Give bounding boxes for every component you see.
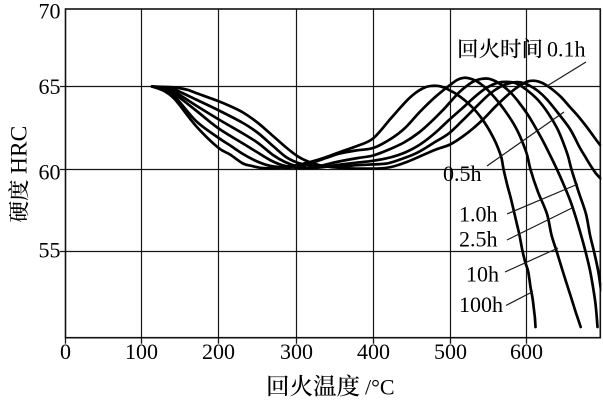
svg-text:55: 55: [39, 238, 61, 263]
svg-text:0: 0: [60, 339, 71, 364]
svg-text:600: 600: [510, 339, 543, 364]
svg-text:10h: 10h: [466, 262, 499, 287]
svg-text:70: 70: [39, 0, 61, 24]
svg-text:HRC: HRC: [7, 126, 33, 174]
svg-text:65: 65: [39, 74, 61, 99]
svg-text:0.5h: 0.5h: [443, 161, 482, 186]
svg-text:100: 100: [125, 339, 158, 364]
svg-text:300: 300: [280, 339, 313, 364]
svg-text:2.5h: 2.5h: [459, 227, 498, 252]
svg-text:/°C: /°C: [365, 375, 395, 400]
svg-text:60: 60: [39, 160, 61, 185]
svg-text:100h: 100h: [459, 292, 503, 317]
svg-text:200: 200: [202, 339, 235, 364]
svg-text:400: 400: [357, 339, 390, 364]
svg-text:1.0h: 1.0h: [459, 202, 498, 227]
svg-text:0.1h: 0.1h: [547, 37, 586, 62]
svg-text:500: 500: [434, 339, 467, 364]
